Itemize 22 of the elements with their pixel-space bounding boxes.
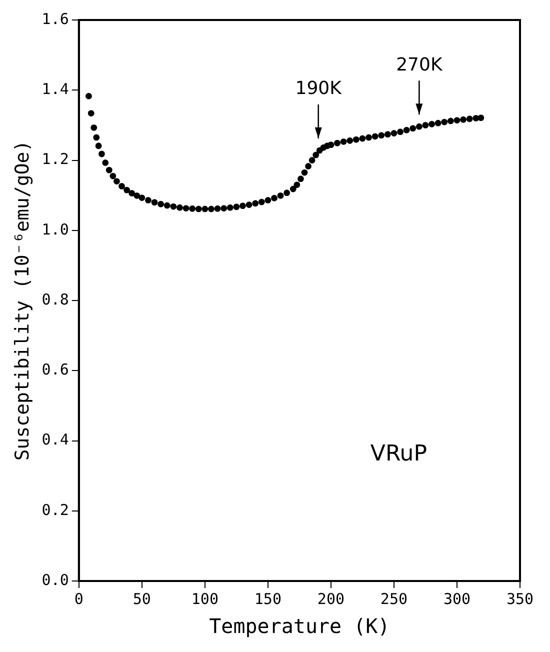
y-tick-label: 0.8: [42, 290, 69, 308]
x-tick-label: 50: [132, 590, 151, 608]
x-tick-label: 300: [443, 590, 471, 608]
annotation: 190K: [295, 78, 343, 100]
x-tick-label: 100: [191, 590, 218, 608]
x-tick-label: 250: [380, 590, 408, 608]
x-tick-label: 350: [506, 590, 534, 608]
y-tick-label: 1.2: [42, 150, 69, 168]
y-axis-title: Susceptibility (10⁻⁶emu/gOe): [11, 140, 34, 461]
y-tick-label: 0.0: [42, 570, 69, 589]
y-tick-label: 1.4: [42, 80, 69, 98]
x-tick-label: 0: [74, 590, 84, 608]
y-tick-label: 0.2: [42, 500, 69, 519]
y-tick-label: 0.4: [42, 430, 69, 449]
annotation: VRuP: [370, 441, 427, 466]
y-tick-label: 1.0: [42, 220, 69, 238]
y-tick-label: 0.6: [42, 360, 69, 379]
x-axis-title: Temperature (K): [209, 614, 390, 638]
y-tick-label: 1.6: [42, 10, 69, 28]
annotation: 270K: [396, 54, 444, 76]
x-tick-label: 200: [317, 590, 344, 608]
x-tick-label: 150: [254, 590, 282, 608]
